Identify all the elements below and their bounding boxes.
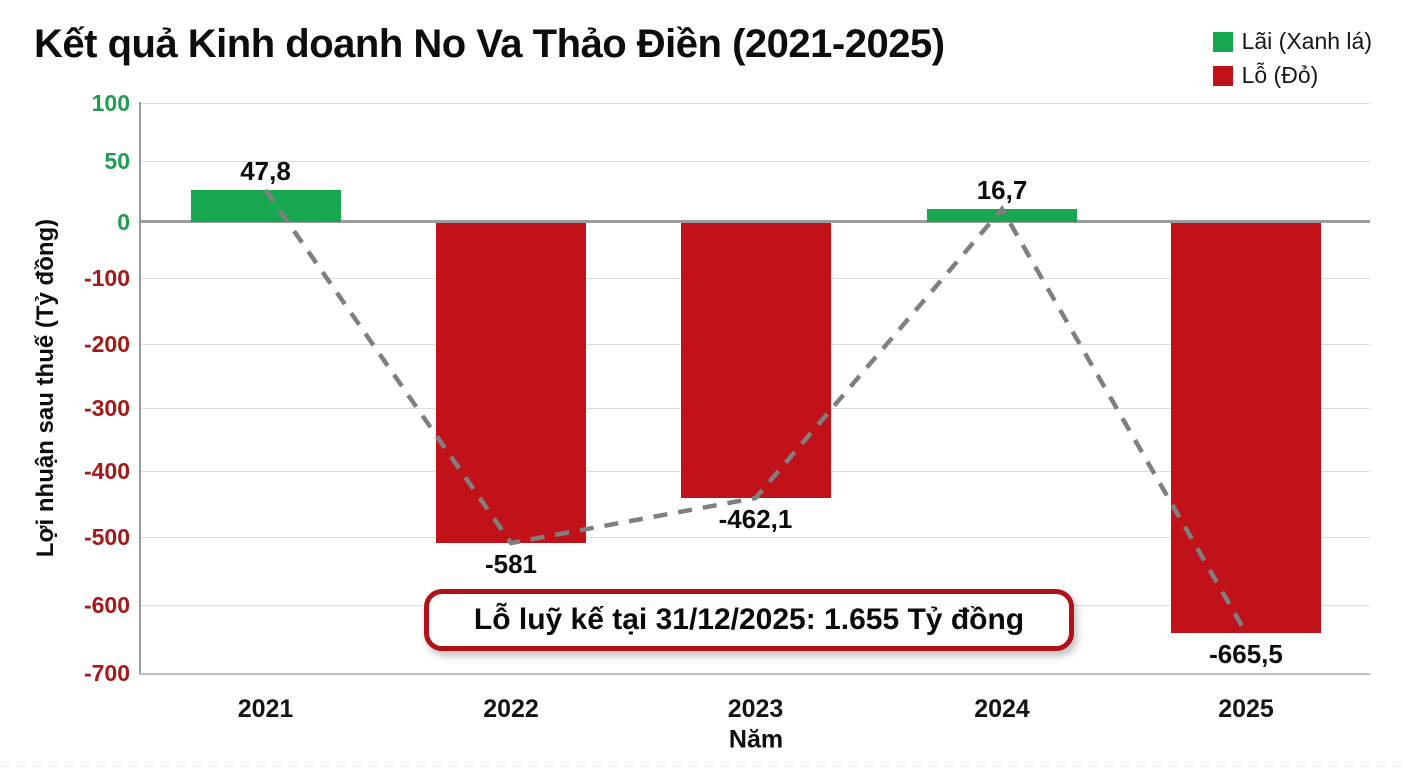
gridline-100 [140, 103, 1370, 104]
y-tick-label: -300 [83, 395, 130, 421]
y-tick-label: 100 [91, 90, 130, 116]
bar-value-label: 16,7 [976, 175, 1028, 205]
chart-title: Kết quả Kinh doanh No Va Thảo Điền (2021… [34, 22, 945, 66]
legend-label-profit: Lãi (Xanh lá) [1241, 28, 1372, 54]
x-tick-label: 2025 [1218, 695, 1274, 723]
x-axis-title: Năm [728, 725, 784, 754]
bottom-edge-artifact [0, 761, 1408, 768]
bar-value-label: -581 [484, 549, 538, 579]
bar-2021 [190, 190, 341, 222]
y-axis-title: Lợi nhuận sau thuế (Tỷ đồng) [32, 218, 59, 558]
bar-value-label: -462,1 [718, 504, 793, 534]
legend-swatch-green-icon [1212, 31, 1233, 52]
y-tick-label: -700 [83, 660, 130, 686]
x-axis-line [139, 673, 1370, 675]
y-tick-label: 0 [117, 208, 130, 235]
bar-2022 [436, 223, 586, 543]
bar-2023 [680, 223, 831, 498]
y-tick-label: -600 [83, 592, 130, 618]
legend: Lãi (Xanh lá) Lỗ (Đỏ) [1212, 28, 1372, 89]
x-tick-label: 2023 [727, 695, 784, 723]
x-tick-label: 2021 [237, 695, 294, 723]
annotation-text: Lỗ luỹ kế tại 31/12/2025: 1.655 Tỷ đồng [473, 603, 1025, 636]
y-tick-label: -100 [83, 265, 130, 291]
y-tick-label: -500 [83, 524, 130, 550]
legend-item-profit: Lãi (Xanh lá) [1212, 28, 1372, 55]
annotation-box: Lỗ luỹ kế tại 31/12/2025: 1.655 Tỷ đồng [424, 589, 1074, 651]
y-tick-label: -200 [83, 331, 130, 357]
legend-label-loss: Lỗ (Đỏ) [1241, 62, 1319, 88]
y-tick-label: 50 [104, 148, 130, 174]
bar-2024 [927, 209, 1077, 222]
y-axis-line [139, 102, 141, 675]
bar-2025 [1171, 223, 1321, 633]
bar-value-label: 47,8 [240, 156, 291, 186]
y-tick-label: -400 [83, 458, 130, 484]
legend-swatch-red-icon [1212, 65, 1233, 86]
bar-value-label: -665,5 [1209, 639, 1283, 669]
x-tick-label: 2024 [974, 695, 1030, 723]
gridline-50 [140, 161, 1370, 162]
legend-item-loss: Lỗ (Đỏ) [1212, 62, 1372, 89]
x-tick-label: 2022 [483, 695, 539, 723]
